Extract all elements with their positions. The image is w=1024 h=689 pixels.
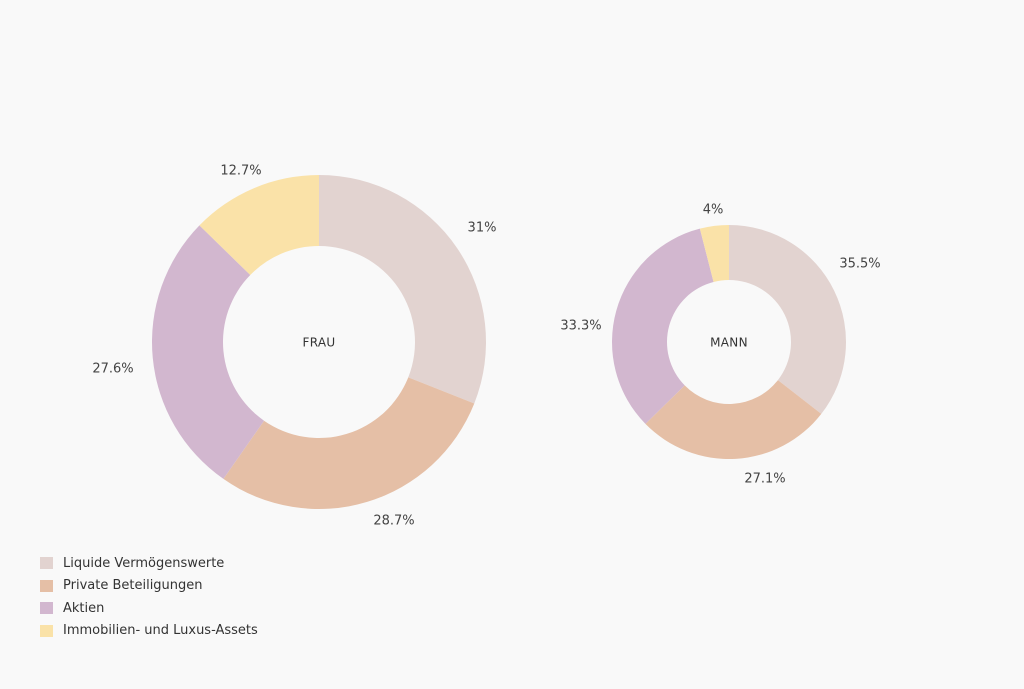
legend-swatch (40, 579, 53, 592)
legend-item-private: Private Beteiligungen (40, 575, 258, 598)
slice-aktien (612, 228, 714, 424)
center-label: MANN (710, 336, 748, 350)
legend-swatch (40, 624, 53, 637)
donut-chart-frau: 31% 28.7% 27.6% 12.7% FRAU (92, 164, 496, 529)
legend-label: Immobilien- und Luxus-Assets (63, 623, 258, 639)
legend-swatch (40, 602, 53, 615)
legend-label: Aktien (63, 600, 105, 616)
slice-immobilien (199, 175, 319, 275)
legend-label: Private Beteiligungen (63, 578, 203, 594)
slice-liquide (319, 175, 486, 404)
slice-value-label: 12.7% (220, 164, 261, 179)
slice-value-label: 31% (468, 221, 497, 236)
legend: Liquide Vermögenswerte Private Beteiligu… (40, 552, 258, 642)
slice-private (645, 380, 822, 459)
slice-value-label: 35.5% (839, 257, 880, 272)
center-label: FRAU (303, 336, 336, 350)
donut-chart-mann: 35.5% 27.1% 33.3% 4% MANN (560, 203, 880, 487)
slice-value-label: 28.7% (373, 514, 414, 529)
legend-label: Liquide Vermögenswerte (63, 555, 225, 571)
legend-item-liquide: Liquide Vermögenswerte (40, 552, 258, 575)
slice-liquide (729, 225, 846, 414)
slice-value-label: 27.6% (92, 362, 133, 377)
legend-item-aktien: Aktien (40, 597, 258, 620)
legend-item-immobilien: Immobilien- und Luxus-Assets (40, 620, 258, 643)
slice-immobilien (699, 225, 729, 282)
slice-private (223, 377, 475, 510)
slice-value-label: 4% (703, 203, 724, 218)
legend-swatch (40, 557, 53, 570)
slice-value-label: 27.1% (744, 472, 785, 487)
slice-value-label: 33.3% (560, 319, 601, 334)
slice-aktien (151, 225, 265, 479)
